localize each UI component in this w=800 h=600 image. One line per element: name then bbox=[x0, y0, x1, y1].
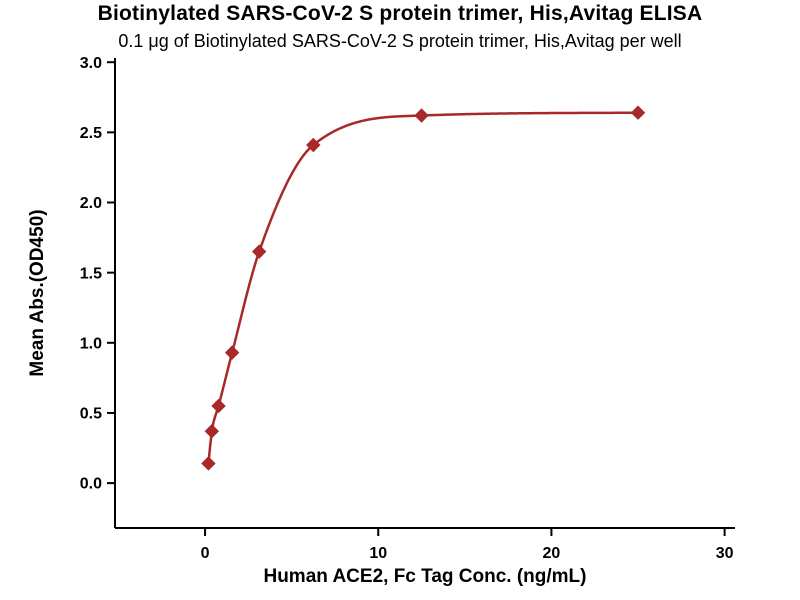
data-point-marker bbox=[204, 423, 220, 439]
y-tick-label: 0.0 bbox=[80, 476, 102, 493]
y-tick-label: 1.5 bbox=[80, 265, 102, 282]
x-tick-label: 30 bbox=[716, 545, 734, 562]
y-tick-label: 2.5 bbox=[80, 125, 102, 142]
x-axis-label: Human ACE2, Fc Tag Conc. (ng/mL) bbox=[263, 566, 587, 587]
chart-title: Biotinylated SARS-CoV-2 S protein trimer… bbox=[97, 2, 703, 25]
y-tick-label: 2.0 bbox=[80, 195, 102, 212]
data-point-marker bbox=[224, 345, 240, 360]
data-point-marker bbox=[251, 244, 267, 259]
y-tick-label: 1.0 bbox=[80, 335, 102, 352]
data-point-marker bbox=[201, 456, 216, 471]
data-point-marker bbox=[306, 137, 321, 153]
chart-subtitle: 0.1 μg of Biotinylated SARS-CoV-2 S prot… bbox=[118, 31, 682, 51]
data-point-marker bbox=[211, 398, 226, 414]
fit-curve bbox=[207, 111, 640, 465]
y-tick-label: 3.0 bbox=[80, 55, 102, 72]
y-tick-label: 0.5 bbox=[80, 406, 102, 423]
x-tick-label: 0 bbox=[201, 545, 210, 562]
data-point-marker bbox=[630, 105, 646, 120]
data-point-marker bbox=[414, 108, 429, 123]
x-tick-label: 10 bbox=[369, 545, 387, 562]
x-tick-label: 20 bbox=[543, 545, 561, 562]
